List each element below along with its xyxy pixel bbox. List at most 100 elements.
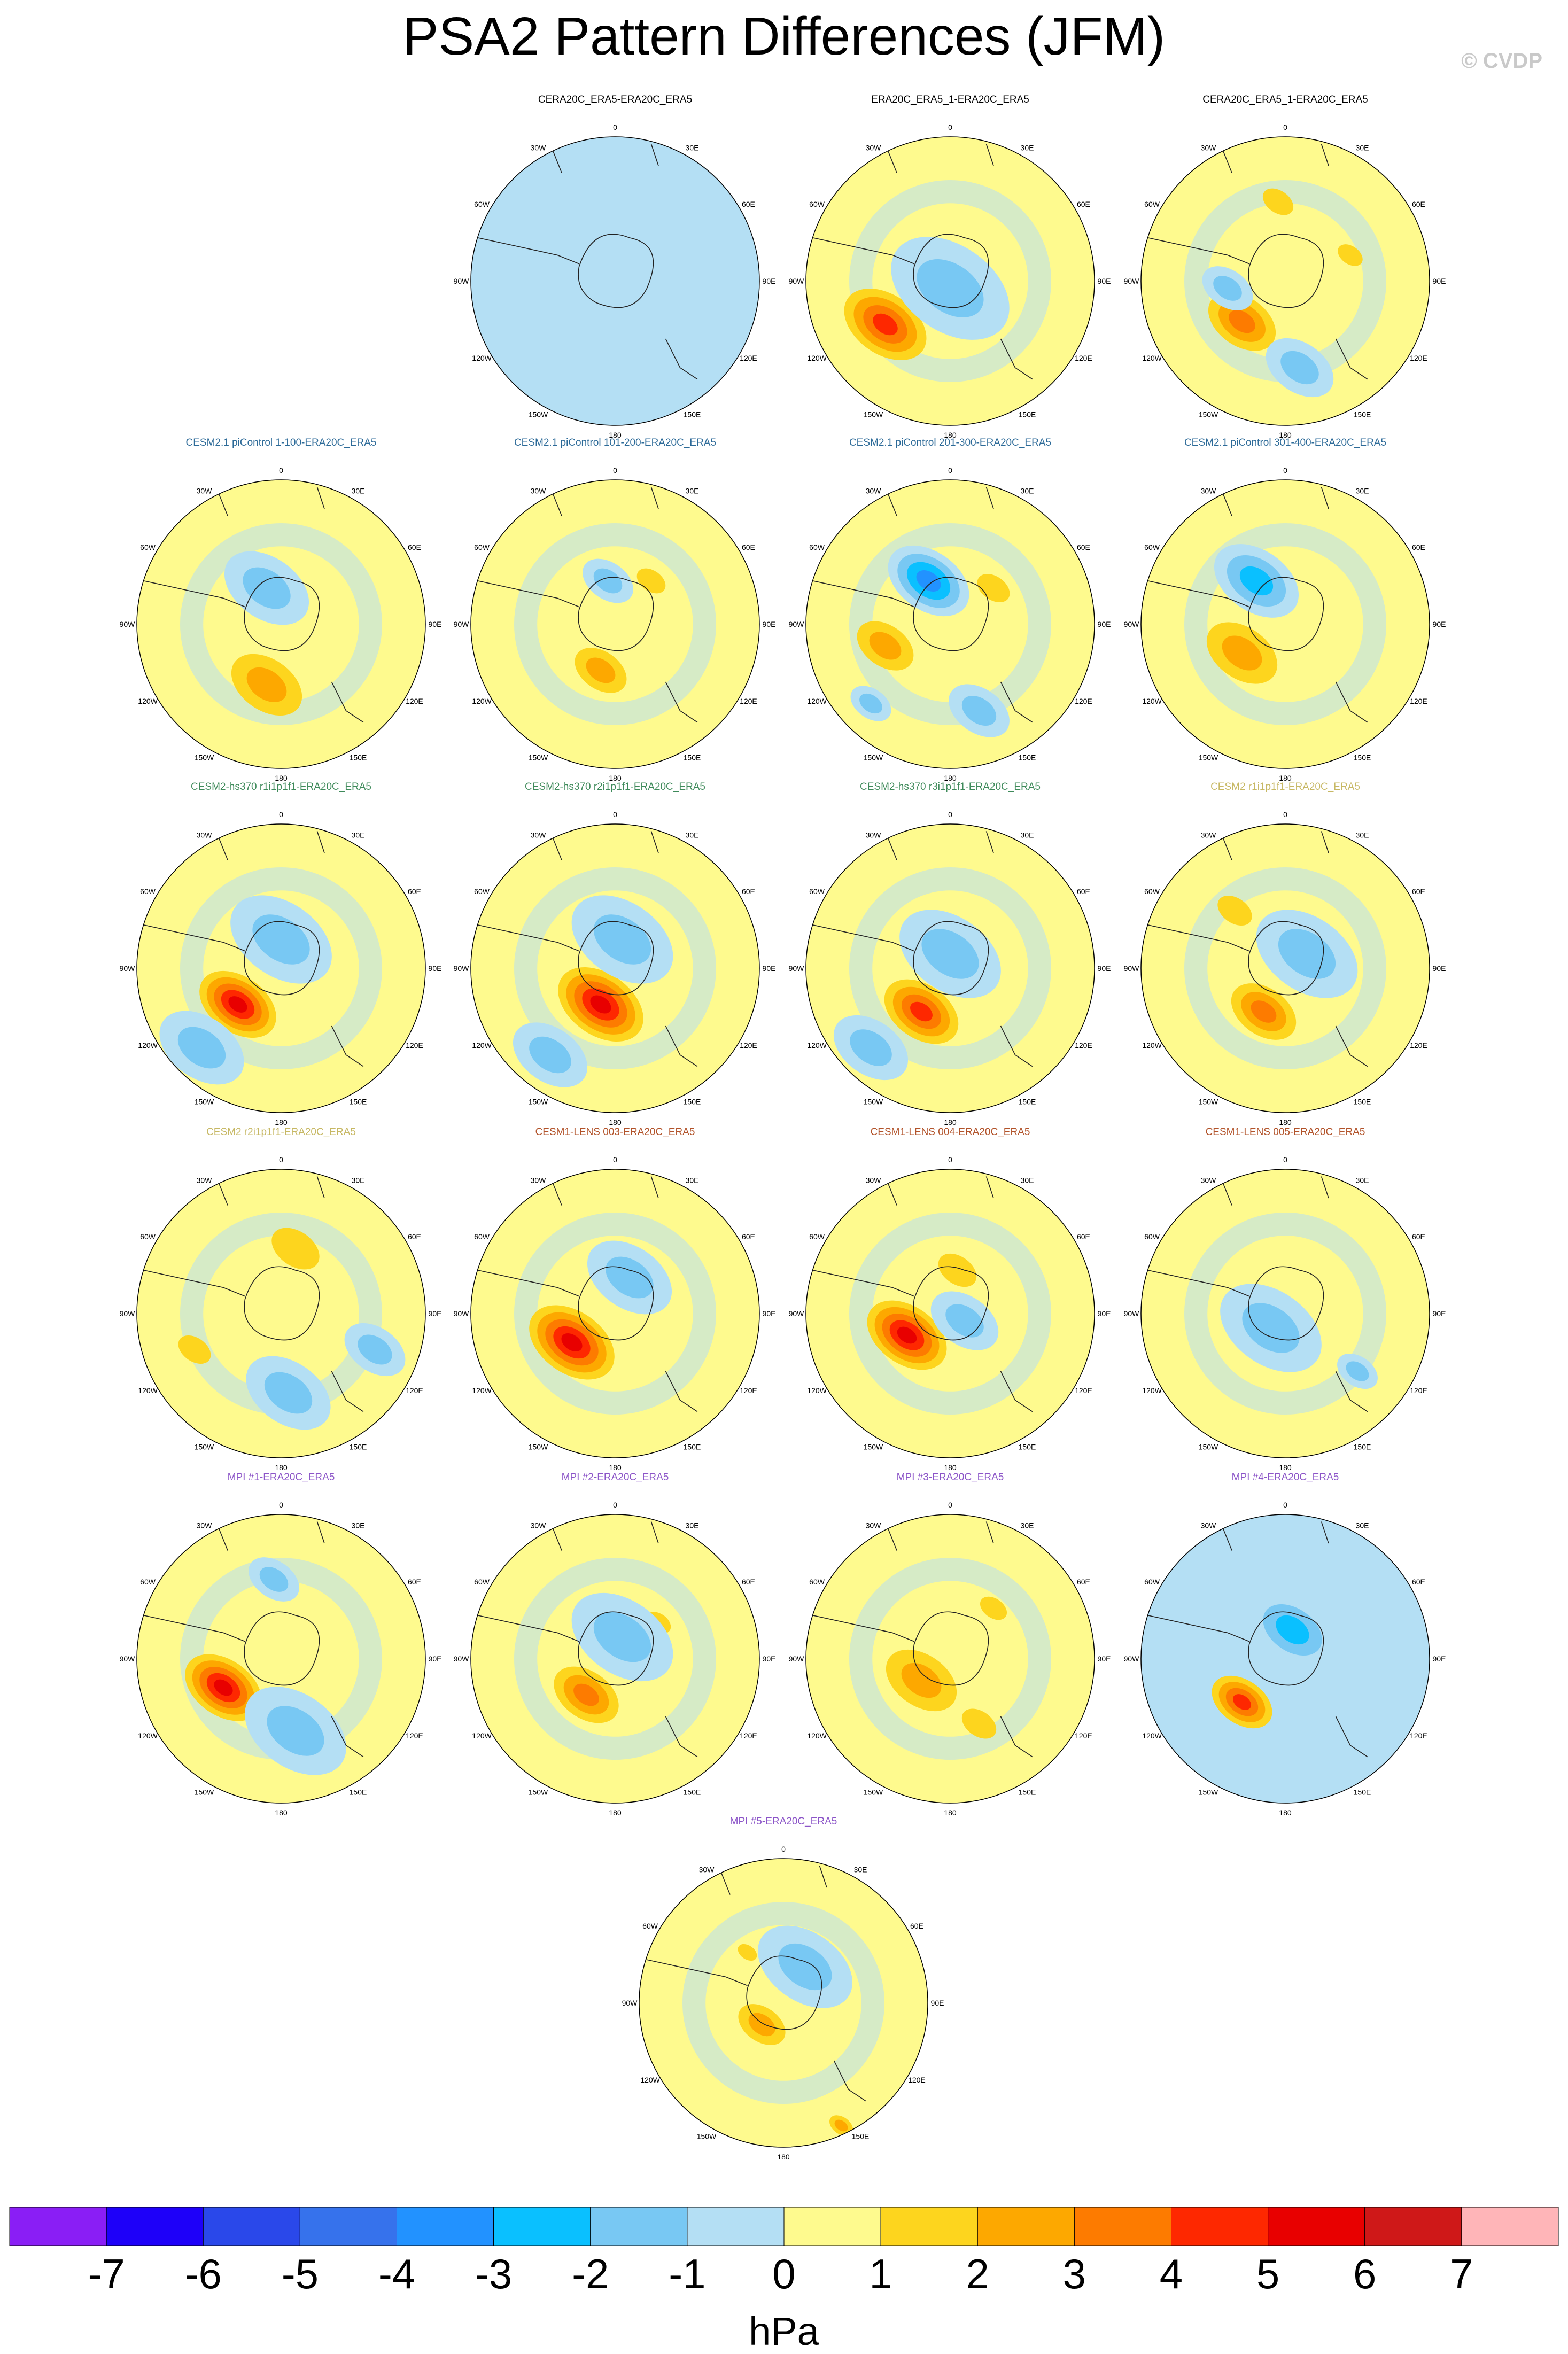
anomaly-band [849,1558,1051,1760]
map-outline [805,823,1095,1113]
map-outline [1140,479,1430,769]
contour-fill [590,995,611,1014]
colorbar-swatch [397,2207,494,2246]
panel-title: CESM2.1 piControl 1-100-ERA20C_ERA5 [185,437,377,448]
longitude-label: 120E [1410,697,1427,705]
longitude-label: 90E [763,1654,776,1663]
coastline [478,831,698,1067]
longitude-label: 90E [763,277,776,285]
longitude-label: 30W [197,1176,213,1185]
longitude-label: 180 [944,774,957,782]
contour-fill [738,1944,757,1961]
map-outline [136,823,426,1113]
longitude-label: 150E [350,1097,367,1106]
longitude-label: 120E [740,1386,757,1395]
contour-fill [1222,635,1262,671]
panel-title: CESM2 r1i1p1f1-ERA20C_ERA5 [1210,781,1360,793]
contour-fill [529,1036,571,1074]
longitude-label: 120W [1142,354,1162,362]
longitude-label: 120E [740,1731,757,1740]
map-panel: MPI #4-ERA20C_ERA5 0 30E 60E 90E 120E 150E 180 1… [1109,1472,1462,1824]
longitude-label: 90W [120,964,136,973]
longitude-label: 120W [472,697,492,705]
coastline [813,1176,1033,1412]
longitude-label: 60W [809,200,825,208]
longitude-label: 180 [944,431,957,439]
longitude-label: 30W [866,831,882,840]
contour-fill [859,693,882,714]
contour-fill [1242,1303,1300,1353]
polar-map: 0 30E 60E 90E 120E 150E 180 150W 120W 90W 60W 30W [454,466,776,782]
longitude-label: 90W [1124,1309,1140,1318]
longitude-label: 150E [1354,1097,1371,1106]
longitude-label: 60E [1412,1232,1425,1241]
contour-fill [910,1001,933,1022]
map-panel: MPI #1-ERA20C_ERA5 0 30E 60E 90E 120E 150E 180 1… [105,1472,457,1824]
longitude-label: 60W [140,543,156,551]
longitude-label: 120W [807,1041,827,1050]
longitude-label: 120E [1410,354,1427,362]
anomaly-band [1184,867,1386,1069]
longitude-label: 30E [1021,831,1034,840]
longitude-label: 0 [279,466,283,475]
longitude-label: 120E [1075,354,1092,362]
longitude-label: 90E [1098,1654,1111,1663]
contour-fill [897,1326,917,1344]
longitude-label: 120W [807,1731,827,1740]
longitude-label: 30W [866,1521,882,1530]
polar-map: 0 30E 60E 90E 120E 150E 180 150W 120W 90W 60W 30W [622,1845,944,2161]
longitude-label: 60E [1077,200,1090,208]
longitude-label: 150E [1019,410,1036,418]
longitude-label: 30E [686,1521,699,1530]
longitude-label: 150E [1019,753,1036,762]
longitude-label: 0 [948,1155,952,1164]
contour-fill [252,914,310,965]
map-outline [470,1514,760,1804]
longitude-label: 90E [1433,277,1446,285]
longitude-label: 60E [408,1578,421,1586]
panel-title: MPI #3-ERA20C_ERA5 [896,1472,1004,1483]
colorbar-tick-label: 4 [1159,2250,1183,2297]
longitude-label: 0 [1283,810,1287,819]
contour-fill [264,1372,313,1414]
anomaly-band [514,867,716,1069]
longitude-label: 30W [1201,831,1217,840]
longitude-label: 30W [197,1521,213,1530]
longitude-label: 180 [944,1808,957,1817]
contour-fill [1217,895,1252,926]
longitude-label: 30E [1356,831,1369,840]
map-panel: CESM2.1 piControl 301-400-ERA20C_ERA5 0 30… [1109,437,1462,790]
longitude-label: 150W [1199,410,1218,418]
longitude-label: 150W [529,1097,548,1106]
longitude-label: 0 [948,123,952,131]
longitude-label: 90E [1098,620,1111,628]
longitude-label: 0 [1283,1501,1287,1509]
colorbar-swatch [880,2207,978,2246]
longitude-label: 150E [684,1788,701,1796]
longitude-label: 150E [1019,1097,1036,1106]
colorbar-swatch [299,2207,397,2246]
longitude-label: 0 [279,810,283,819]
contour-fill [778,1943,832,1991]
contour-fill [259,1567,289,1592]
map-background [639,1859,928,2147]
longitude-label: 30E [1021,487,1034,495]
colorbar-swatch [203,2207,300,2246]
coastline [813,487,1033,723]
longitude-label: 60W [140,887,156,896]
coastline [144,1521,364,1758]
longitude-label: 60E [742,1578,755,1586]
longitude-label: 90W [454,1654,470,1663]
colorbar-swatch [1364,2207,1462,2246]
map-background [471,137,759,425]
longitude-label: 90W [789,964,805,973]
longitude-label: 120W [472,1386,492,1395]
longitude-label: 90E [429,620,442,628]
longitude-label: 90W [120,1309,136,1318]
longitude-label: 90E [763,620,776,628]
contour-fill [748,2013,775,2037]
longitude-label: 150E [350,1442,367,1451]
coastline [1148,1521,1368,1758]
longitude-label: 120E [406,1386,423,1395]
longitude-label: 0 [948,810,952,819]
